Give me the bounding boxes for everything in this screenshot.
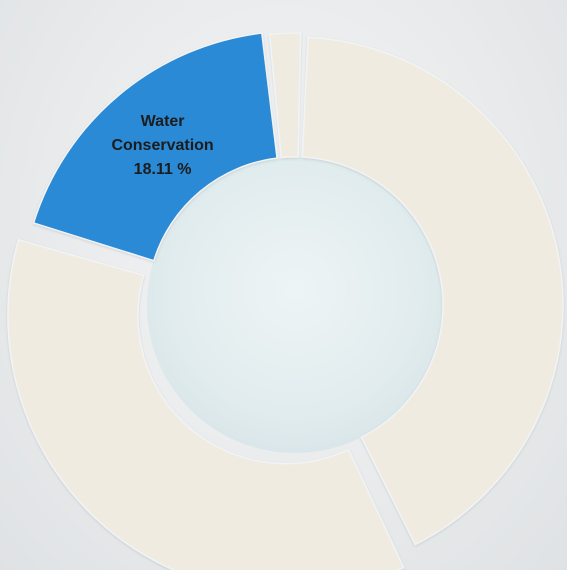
slice-label-line: Water xyxy=(141,113,185,130)
slice-label-line: Conservation xyxy=(111,137,213,154)
donut-slice-2 xyxy=(7,238,405,570)
labels-layer: Water Conservation 18.11 % xyxy=(111,113,213,178)
slice-value-text: 18.11 % xyxy=(134,161,192,178)
donut-slice-3 xyxy=(32,32,278,262)
slices-layer xyxy=(7,32,564,570)
donut-slice-1 xyxy=(301,36,564,546)
donut-slice-4 xyxy=(268,32,302,159)
donut-center xyxy=(147,157,443,453)
slice-label-3: Water Conservation 18.11 % xyxy=(111,113,213,178)
